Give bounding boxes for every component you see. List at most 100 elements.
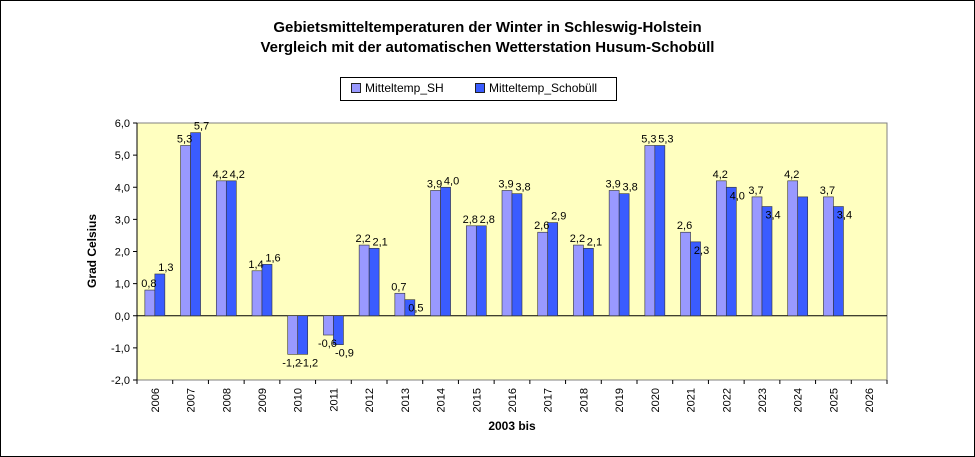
x-tick-label: 2026	[864, 388, 876, 412]
bar-sh	[680, 231, 691, 317]
data-label-sh: 2,6	[677, 220, 692, 232]
bar-sh	[501, 190, 513, 317]
data-label-sh: 4,2	[713, 169, 728, 181]
data-label-sh: 0,8	[141, 278, 156, 290]
data-label-schobuell: 4,0	[730, 190, 745, 202]
data-label-sh: 3,9	[427, 178, 442, 190]
bar-sh	[465, 225, 477, 317]
data-label-sh: -1,2	[282, 357, 301, 369]
data-label-schobuell: 4,0	[444, 175, 459, 187]
data-label-schobuell: 2,1	[587, 236, 602, 248]
x-tick-label: 2013	[400, 388, 412, 412]
y-tick-label: 6,0	[115, 118, 130, 130]
bar-sh	[144, 289, 156, 317]
data-label-schobuell: 3,8	[622, 182, 637, 194]
bar-schobuell	[511, 193, 523, 317]
bar-sh	[215, 180, 227, 317]
y-tick-label: 5,0	[115, 150, 130, 162]
x-axis-title: 2003 bis	[488, 419, 536, 433]
data-label-sh: 5,3	[641, 133, 656, 145]
y-tick-label: -1,0	[111, 343, 130, 355]
bar-sh	[251, 270, 263, 317]
data-label-sh: 2,8	[463, 214, 478, 226]
x-tick-label: 2012	[364, 388, 376, 412]
bar-schobuell	[154, 273, 166, 317]
data-label-schobuell: 2,1	[372, 236, 387, 248]
legend-label-sh: Mitteltemp_SH	[365, 81, 444, 95]
data-label-schobuell: -0,9	[335, 348, 354, 360]
data-label-sh: 3,9	[498, 178, 513, 190]
x-tick-label: 2019	[614, 388, 626, 412]
bar-schobuell	[583, 247, 594, 317]
bar-schobuell	[440, 186, 451, 317]
y-tick-label: 2,0	[115, 247, 130, 259]
x-tick-label: 2022	[721, 388, 733, 412]
x-tick-label: 2010	[293, 388, 305, 412]
x-tick-label: 2016	[507, 388, 519, 412]
data-label-schobuell: 3,4	[837, 210, 852, 222]
bar-schobuell	[297, 315, 309, 355]
bar-sh	[358, 244, 370, 317]
data-label-schobuell: 2,9	[551, 211, 566, 223]
legend-swatch-schobuell	[475, 83, 485, 93]
bar-sh	[715, 180, 727, 317]
data-label-sh: 2,2	[570, 233, 585, 245]
bar-sh	[323, 315, 334, 336]
data-label-schobuell: 1,6	[265, 252, 280, 264]
bar-schobuell	[404, 299, 416, 317]
legend-swatch-sh	[351, 83, 361, 93]
bar-sh	[430, 190, 441, 317]
bar-schobuell	[333, 315, 344, 345]
x-tick-label: 2024	[793, 388, 805, 412]
bar-schobuell	[261, 264, 273, 317]
data-label-sh: 1,4	[248, 259, 263, 271]
data-label-sh: 5,3	[177, 133, 192, 145]
bar-sh	[751, 196, 763, 317]
bar-sh	[394, 292, 406, 317]
bar-schobuell	[368, 247, 380, 317]
bar-schobuell	[654, 145, 666, 317]
data-label-sh: 2,6	[534, 220, 549, 232]
data-label-sh: 0,7	[391, 281, 406, 293]
x-tick-label: 2025	[828, 388, 840, 412]
bar-schobuell	[833, 206, 844, 317]
x-tick-label: 2020	[650, 388, 662, 412]
data-label-sh: 4,2	[784, 169, 799, 181]
bar-schobuell	[761, 206, 773, 317]
data-label-sh: 4,2	[213, 169, 228, 181]
data-label-sh: 3,7	[748, 185, 763, 197]
data-label-schobuell: 0,5	[408, 303, 423, 315]
data-label-schobuell: 2,3	[694, 245, 709, 257]
bar-schobuell	[475, 225, 487, 317]
bar-sh	[180, 145, 191, 317]
x-tick-label: 2007	[186, 388, 198, 412]
chart-title: Gebietsmitteltemperaturen der Winter in …	[0, 18, 975, 58]
bar-schobuell	[618, 193, 630, 317]
bar-schobuell	[725, 186, 737, 317]
x-tick-label: 2014	[436, 388, 448, 412]
bar-sh	[787, 180, 799, 317]
x-tick-label: 2011	[328, 388, 340, 412]
y-tick-label: 4,0	[115, 182, 130, 194]
x-tick-label: 2009	[257, 388, 269, 412]
data-label-schobuell: 5,7	[194, 121, 209, 133]
y-axis-title: Grad Celsius	[85, 214, 99, 288]
data-label-schobuell: 3,4	[765, 210, 780, 222]
y-tick-label: 0,0	[115, 311, 130, 323]
data-label-schobuell: 3,8	[515, 182, 530, 194]
y-tick-label: 1,0	[115, 279, 130, 291]
data-label-schobuell: 4,2	[230, 169, 245, 181]
bar-sh	[608, 190, 620, 317]
data-label-schobuell: 2,8	[480, 214, 495, 226]
data-label-schobuell: 5,3	[658, 133, 673, 145]
legend-item-sh: Mitteltemp_SH	[351, 81, 444, 95]
chart-title-line2: Vergleich mit der automatischen Wetterst…	[260, 39, 715, 56]
chart-title-line1: Gebietsmitteltemperaturen der Winter in …	[273, 19, 702, 36]
data-label-sh: 3,9	[605, 178, 620, 190]
x-tick-label: 2017	[543, 388, 555, 412]
bar-sh	[573, 244, 584, 317]
x-tick-label: 2006	[150, 388, 162, 412]
x-tick-label: 2021	[686, 388, 698, 412]
y-tick-label: -2,0	[111, 375, 130, 387]
